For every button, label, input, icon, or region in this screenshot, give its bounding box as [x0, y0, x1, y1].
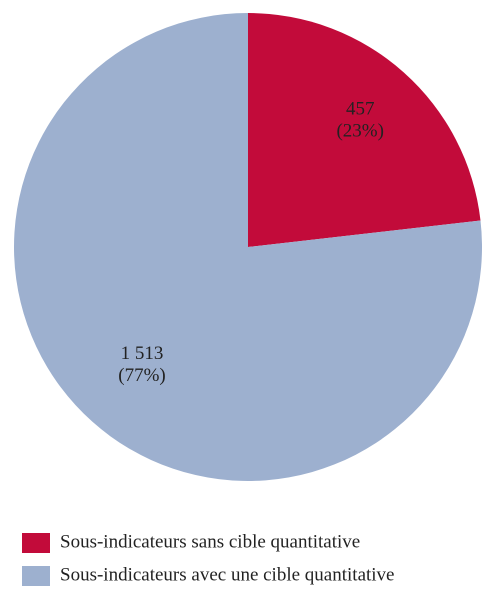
- value-label: 457: [346, 99, 375, 120]
- legend-label: Sous-indicateurs avec une cible quantita…: [60, 564, 395, 585]
- pie-slice: [13, 13, 483, 482]
- legend-swatch: [22, 566, 50, 586]
- legend-label: Sous-indicateurs sans cible quantitative: [60, 531, 360, 552]
- pie-slice: [248, 13, 481, 247]
- percent-label: (77%): [118, 365, 165, 386]
- legend-swatch: [22, 533, 50, 553]
- percent-label: (23%): [336, 121, 383, 142]
- value-label: 1 513: [121, 343, 164, 364]
